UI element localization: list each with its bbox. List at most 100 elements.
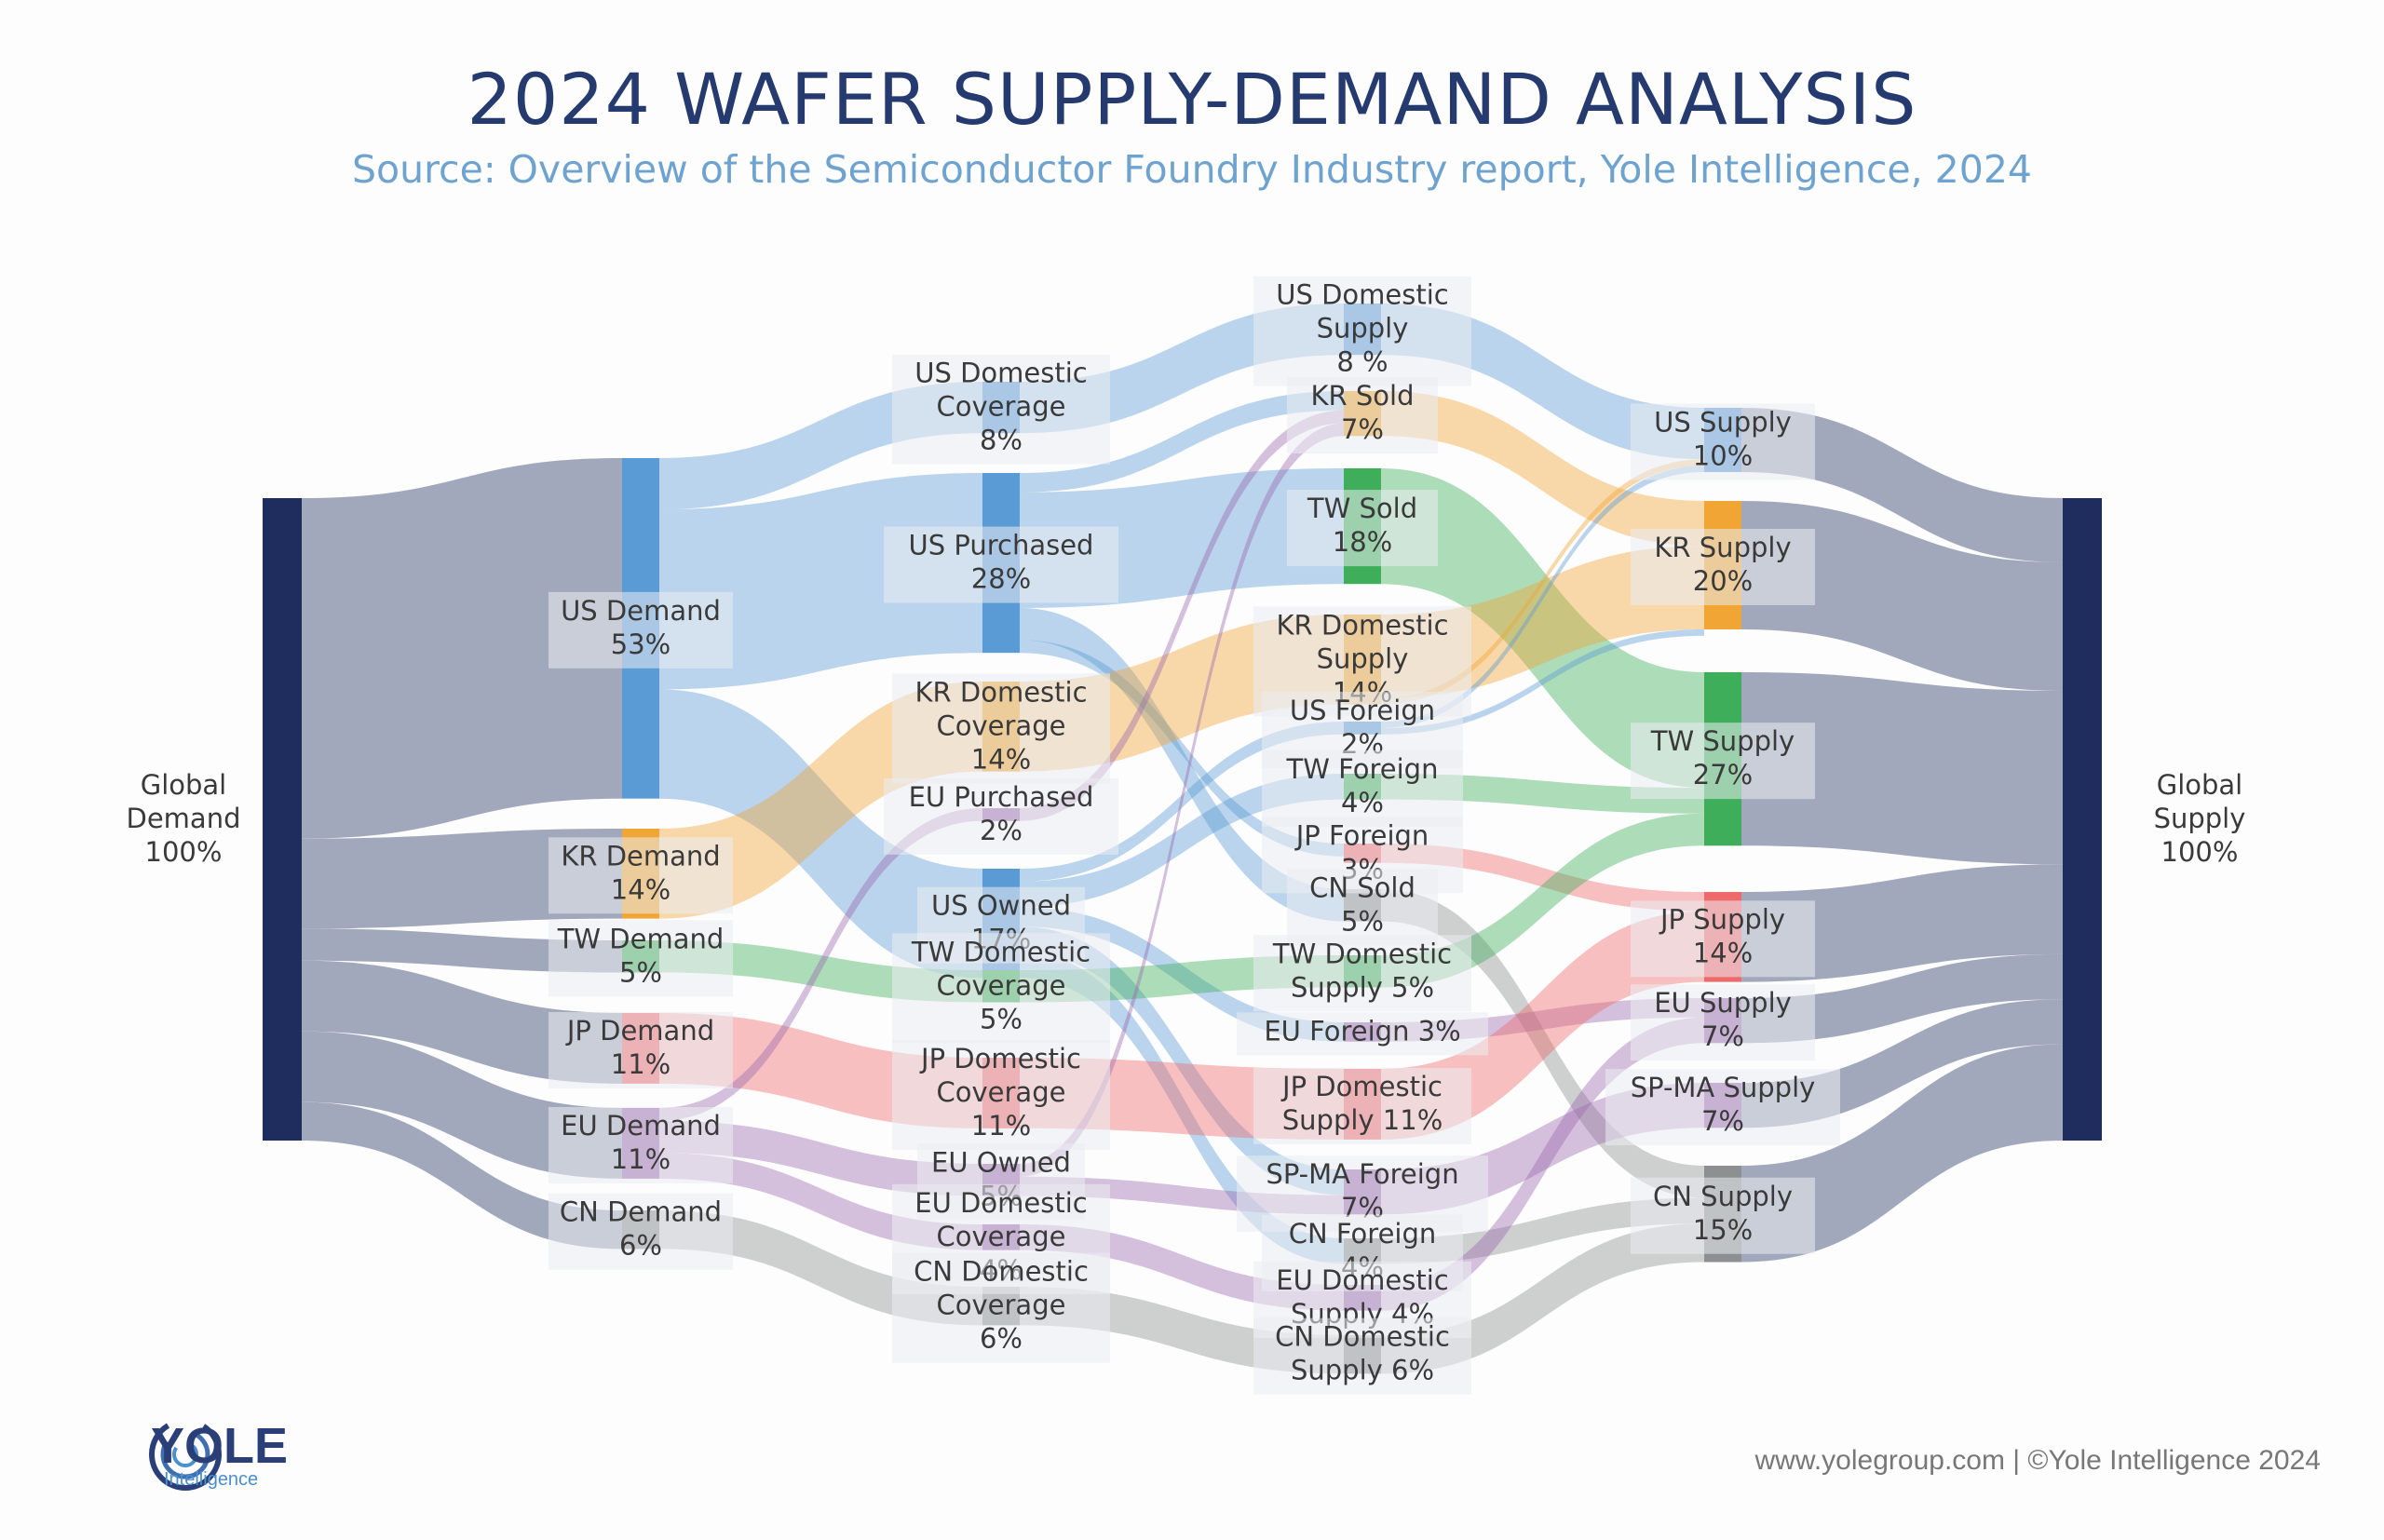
label-tws: TW Sold 18% bbox=[1307, 493, 1417, 558]
link-twsup-to-gs bbox=[1741, 672, 2063, 865]
link-usf-to-krsup bbox=[1381, 629, 1704, 735]
label-usds-line: 8 % bbox=[1336, 346, 1388, 378]
label-krds-line: Supply bbox=[1317, 642, 1409, 674]
label-tws-line: TW Sold bbox=[1307, 493, 1417, 524]
label-jpsup: JP Supply 14% bbox=[1659, 903, 1785, 968]
label-jpsup-line: 14% bbox=[1693, 937, 1753, 968]
label-jpd-line: 11% bbox=[611, 1048, 670, 1080]
label-jpdc: JP Domestic Coverage 11% bbox=[919, 1043, 1081, 1141]
label-twf-line: TW Foreign bbox=[1286, 753, 1439, 785]
label-twsup: TW Supply 27% bbox=[1650, 725, 1795, 790]
label-krdc-line: KR Domestic bbox=[914, 676, 1087, 708]
label-gs: Global Supply 100% bbox=[2154, 769, 2246, 868]
label-bg-usd bbox=[549, 591, 733, 669]
label-bg-cnds bbox=[1253, 1317, 1471, 1395]
footer-credit: www.yolegroup.com | ©Yole Intelligence 2… bbox=[1754, 1445, 2322, 1476]
label-usds-line: US Domestic bbox=[1276, 279, 1449, 311]
link-uss-to-gs bbox=[1741, 408, 2063, 562]
link-jpsup-to-gs bbox=[1741, 864, 2063, 982]
label-bg-jpds bbox=[1253, 1067, 1471, 1144]
label-twds: TW Domestic Supply 5% bbox=[1272, 938, 1452, 1003]
label-jpds-line: Supply 11% bbox=[1282, 1104, 1443, 1136]
label-bg-usds bbox=[1253, 276, 1471, 386]
link-usp-to-krs bbox=[1020, 391, 1344, 493]
label-spf: SP-MA Foreign 7% bbox=[1266, 1158, 1458, 1223]
link-usp-to-jpf bbox=[1020, 640, 1344, 857]
link-cnsup-to-gs bbox=[1741, 1044, 2063, 1263]
label-bg-eusup bbox=[1631, 984, 1815, 1061]
label-twds-line: Supply 5% bbox=[1291, 971, 1434, 1003]
link-krds-to-uss bbox=[1381, 459, 1704, 705]
label-jpds: JP Domestic Supply 11% bbox=[1280, 1071, 1443, 1136]
label-bg-cnd bbox=[549, 1193, 733, 1270]
label-bg-uss bbox=[1631, 403, 1815, 480]
label-eusup-line: 7% bbox=[1701, 1020, 1744, 1052]
link-krsup-to-gs bbox=[1741, 501, 2063, 691]
label-jpsup-line: JP Supply bbox=[1659, 903, 1785, 935]
label-euds-line: EU Domestic bbox=[1276, 1264, 1448, 1296]
label-cndc-line: CN Domestic bbox=[914, 1256, 1089, 1288]
label-gs-line: Global bbox=[2157, 769, 2243, 801]
logo-subtitle: Intelligence bbox=[164, 1469, 259, 1490]
label-cnd-line: CN Demand bbox=[560, 1196, 722, 1228]
label-eud: EU Demand 11% bbox=[561, 1110, 721, 1175]
label-gs-line: 100% bbox=[2161, 836, 2239, 868]
label-bg-krdc bbox=[892, 673, 1110, 784]
label-eud-line: 11% bbox=[611, 1143, 670, 1175]
link-eusup-to-gs bbox=[1741, 953, 2063, 1044]
label-usp: US Purchased 28% bbox=[909, 530, 1094, 595]
label-usd-line: US Demand bbox=[561, 595, 721, 627]
link-uso-to-usf bbox=[1020, 722, 1344, 882]
label-bg-eud bbox=[549, 1106, 733, 1183]
node-gd bbox=[263, 498, 302, 1141]
link-uso-to-euf bbox=[1020, 907, 1344, 1042]
label-bg-krsup bbox=[1631, 529, 1815, 605]
label-bg-cns bbox=[1287, 869, 1438, 946]
sankey-labels: Global Demand 100%US Demand 53%KR Demand 14%… bbox=[127, 276, 2246, 1395]
label-cnds: CN Domestic Supply 6% bbox=[1275, 1321, 1450, 1386]
label-cns: CN Sold 5% bbox=[1309, 871, 1416, 937]
label-usp-line: 28% bbox=[971, 563, 1031, 595]
label-bg-usdc bbox=[892, 354, 1110, 465]
node-gs bbox=[2063, 498, 2102, 1141]
label-jpf-line: JP Foreign bbox=[1294, 819, 1429, 851]
label-usdc: US Domestic Coverage 8% bbox=[914, 358, 1088, 456]
label-eud-line: EU Demand bbox=[561, 1110, 721, 1141]
label-eusup: EU Supply 7% bbox=[1654, 987, 1792, 1052]
label-krd: KR Demand 14% bbox=[561, 840, 720, 905]
label-cnds-line: Supply 6% bbox=[1291, 1355, 1434, 1386]
label-jpd-line: JP Demand bbox=[565, 1015, 714, 1047]
label-uss-line: US Supply bbox=[1654, 407, 1792, 439]
label-spf-line: SP-MA Foreign bbox=[1266, 1158, 1458, 1190]
label-spsup: SP-MA Supply 7% bbox=[1631, 1072, 1816, 1137]
label-bg-krs bbox=[1287, 377, 1438, 454]
label-bg-cnsup bbox=[1631, 1177, 1815, 1254]
label-krdc-line: Coverage bbox=[937, 709, 1066, 741]
label-krds-line: KR Domestic bbox=[1276, 609, 1448, 641]
label-gd-line: 100% bbox=[145, 836, 223, 868]
label-cnsup-line: 15% bbox=[1693, 1214, 1753, 1246]
label-krs-line: 7% bbox=[1341, 413, 1384, 445]
label-bg-jpsup bbox=[1631, 900, 1815, 978]
label-twsup-line: 27% bbox=[1693, 759, 1753, 790]
label-eudc-line: Coverage bbox=[937, 1221, 1066, 1252]
label-eup-line: EU Purchased bbox=[909, 781, 1094, 813]
chart-title: 2024 WAFER SUPPLY-DEMAND ANALYSIS bbox=[467, 58, 1917, 141]
label-euf-line: EU Foreign 3% bbox=[1264, 1015, 1460, 1047]
label-bg-spsup bbox=[1605, 1069, 1840, 1146]
label-bg-eup bbox=[884, 777, 1118, 855]
label-cnds-line: CN Domestic bbox=[1275, 1321, 1450, 1353]
label-gd-line: Demand bbox=[127, 803, 241, 834]
label-usp-line: US Purchased bbox=[909, 530, 1094, 561]
link-gd-to-krd bbox=[302, 829, 622, 929]
label-spsup-line: SP-MA Supply bbox=[1631, 1072, 1816, 1103]
label-bg-twsup bbox=[1631, 723, 1815, 800]
yole-logo-icon bbox=[149, 1418, 222, 1491]
label-eusup-line: EU Supply bbox=[1654, 987, 1792, 1019]
link-usd-to-uso bbox=[659, 689, 982, 979]
label-bg-twd bbox=[549, 920, 733, 997]
label-krs-line: KR Sold bbox=[1310, 380, 1414, 412]
label-jpdc-line: JP Domestic bbox=[919, 1043, 1081, 1074]
label-bg-twdc bbox=[892, 933, 1110, 1044]
